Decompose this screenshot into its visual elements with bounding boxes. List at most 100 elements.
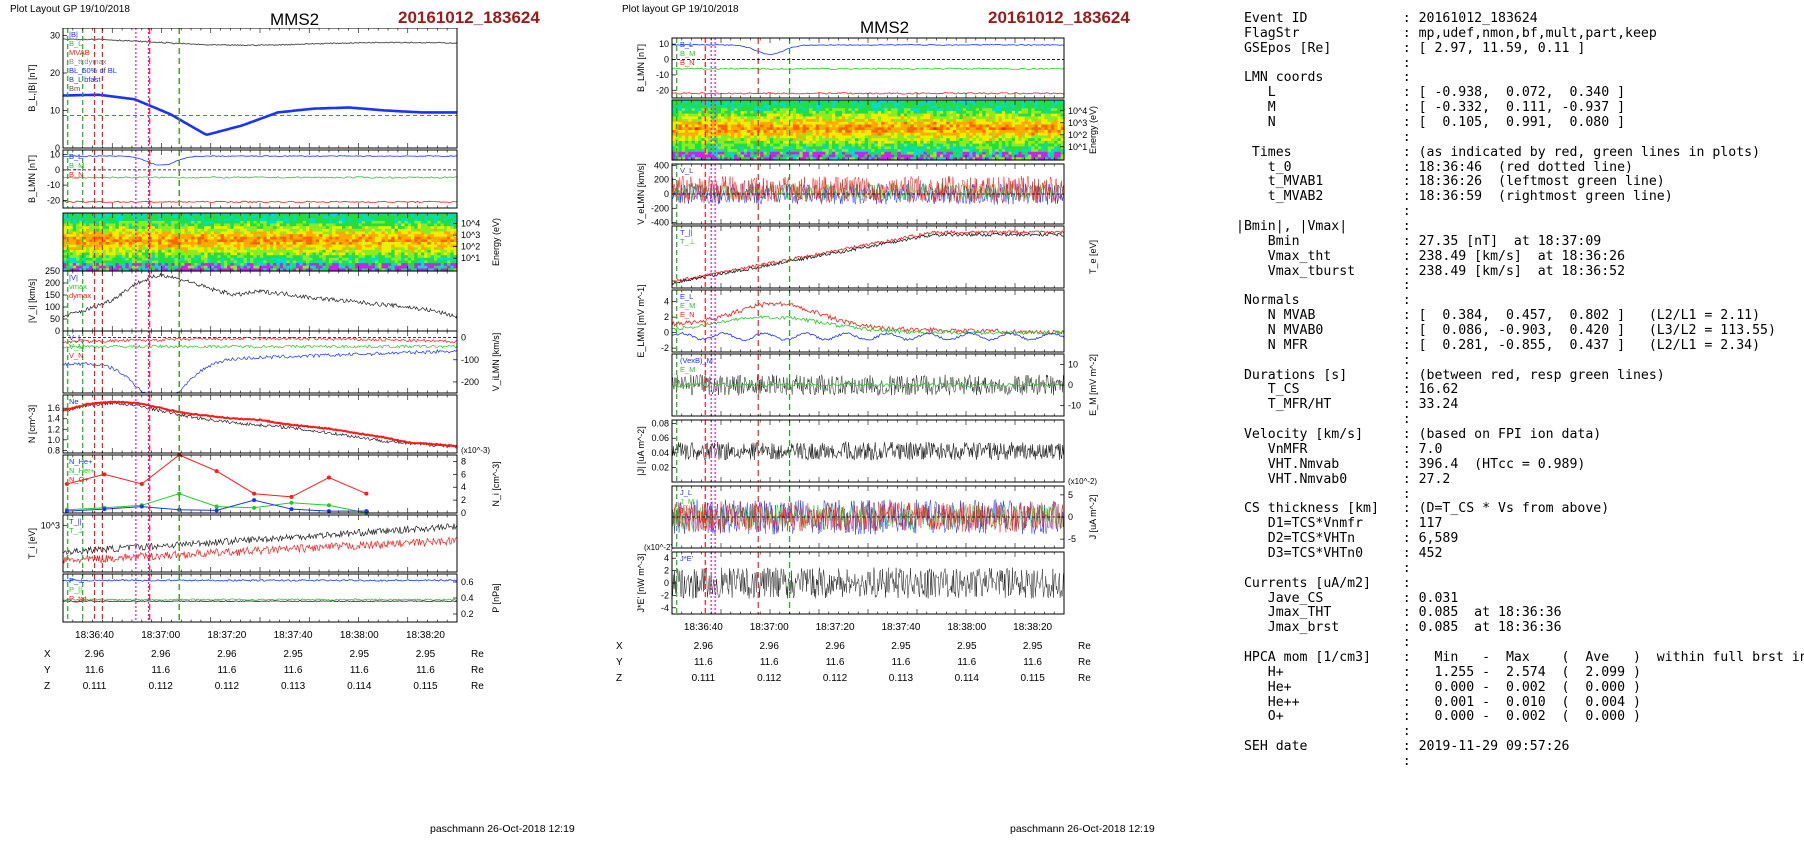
spectrogram-cell <box>118 215 123 219</box>
spectrogram-cell <box>358 239 363 243</box>
spectrogram-cell <box>210 231 215 235</box>
spectrogram-cell <box>279 226 284 230</box>
spectrogram-cell <box>685 116 689 120</box>
spectrogram-cell <box>835 121 840 126</box>
spectrogram-cell <box>243 263 248 267</box>
spectrogram-cell <box>112 257 117 261</box>
spectrogram-cell <box>122 244 126 248</box>
spectrogram-cell <box>168 226 172 230</box>
spectrogram-cell <box>256 244 261 248</box>
spectrogram-cell <box>411 236 415 240</box>
spectrogram-cell <box>420 218 425 222</box>
spectrogram-cell <box>401 242 406 246</box>
spectrogram-cell <box>427 252 432 256</box>
spectrogram-cell <box>171 263 176 267</box>
spectrogram-cell <box>678 138 683 142</box>
spectrogram-cell <box>237 231 241 235</box>
y-tick-label: 1.2 <box>47 424 60 434</box>
spectrogram-cell <box>430 255 435 259</box>
spectrogram-cell <box>841 135 846 139</box>
y-tick-label: 0.4 <box>461 593 474 603</box>
spectrogram-cell <box>404 218 409 222</box>
spectrogram-cell <box>394 215 399 219</box>
spectrogram-cell <box>86 268 90 272</box>
spectrogram-cell <box>864 105 869 109</box>
spectrogram-cell <box>388 234 392 238</box>
spectrogram-cell <box>420 244 425 248</box>
spectrogram-cell <box>273 218 277 222</box>
spectrogram-cell <box>688 124 693 128</box>
spectrogram-cell <box>851 116 856 120</box>
spectrogram-cell <box>76 226 80 230</box>
spectrogram-cell <box>858 135 863 139</box>
spectrogram-cell <box>443 247 448 251</box>
spectrogram-cell <box>115 236 120 240</box>
spectrogram-cell <box>243 257 248 261</box>
spectrogram-cell <box>753 151 758 156</box>
spectrogram-cell <box>809 116 814 120</box>
spectrogram-cell <box>207 220 212 225</box>
spectrogram-cell <box>802 127 807 131</box>
spectrogram-cell <box>184 249 189 254</box>
spectrogram-cell <box>766 138 771 142</box>
spectrogram-cell <box>309 218 314 222</box>
spectrogram-cell <box>181 239 186 243</box>
spectrogram-cell <box>724 105 729 109</box>
spectrogram-cell <box>306 247 310 251</box>
spectrogram-cell <box>355 265 360 269</box>
legend-entry: P_⊥ <box>69 576 85 585</box>
spectrogram-cell <box>681 119 686 123</box>
spectrogram-cell <box>273 268 277 272</box>
spectrogram-cell <box>302 234 307 238</box>
spectrogram-cell <box>214 257 218 261</box>
spectrogram-cell <box>672 105 676 109</box>
spectrogram-cell <box>135 260 140 264</box>
spectrogram-cell <box>756 154 761 158</box>
spectrogram-cell <box>779 138 784 142</box>
spectrogram-cell <box>95 239 100 243</box>
spectrogram-cell <box>394 236 399 240</box>
spectrogram-cell <box>819 143 823 147</box>
spectrogram-cell <box>417 231 422 235</box>
spectrogram-cell <box>177 236 182 240</box>
spectrogram-cell <box>786 105 791 109</box>
spectrogram-cell <box>72 244 77 248</box>
spectrogram-cell <box>63 260 67 264</box>
spectrogram-cell <box>158 213 163 217</box>
spectrogram-cell <box>724 130 729 134</box>
spectrogram-cell <box>260 247 264 251</box>
spectrogram-cell <box>181 228 186 232</box>
spectrogram-cell <box>191 226 195 230</box>
spectrogram-cell <box>260 257 264 261</box>
spectrogram-cell <box>256 255 261 259</box>
spectrogram-cell <box>161 247 166 251</box>
spectrogram-cell <box>721 132 725 136</box>
spectrogram-cell <box>835 154 840 158</box>
spectrogram-cell <box>269 260 274 264</box>
spectrogram-cell <box>776 146 781 150</box>
spectrogram-cell <box>72 249 77 254</box>
spectrogram-cell <box>302 255 307 259</box>
spectrogram-cell <box>154 249 159 254</box>
spectrogram-cell <box>851 113 856 117</box>
spectrogram-cell <box>207 247 212 251</box>
spectrogram-cell <box>266 234 271 238</box>
spectrogram-cell <box>430 249 435 254</box>
spectrogram-cell <box>401 249 406 254</box>
spectrogram-cell <box>131 226 136 230</box>
spectrogram-cell <box>835 138 840 142</box>
spectrogram-cell <box>82 249 87 254</box>
spectrogram-cell <box>848 124 853 128</box>
spectrogram-cell <box>430 220 435 225</box>
series-V_L <box>62 336 458 344</box>
spectrogram-cell <box>283 242 287 246</box>
spectrogram-cell <box>325 268 330 272</box>
spectrogram-cell <box>151 255 156 259</box>
spectrogram-cell <box>194 252 199 256</box>
spectrogram-cell <box>443 249 448 254</box>
spectrogram-cell <box>256 247 261 251</box>
spectrogram-cell <box>358 247 363 251</box>
spectrogram-cell <box>825 102 830 106</box>
spectrogram-cell <box>743 130 748 134</box>
spectrogram-cell <box>112 228 117 232</box>
